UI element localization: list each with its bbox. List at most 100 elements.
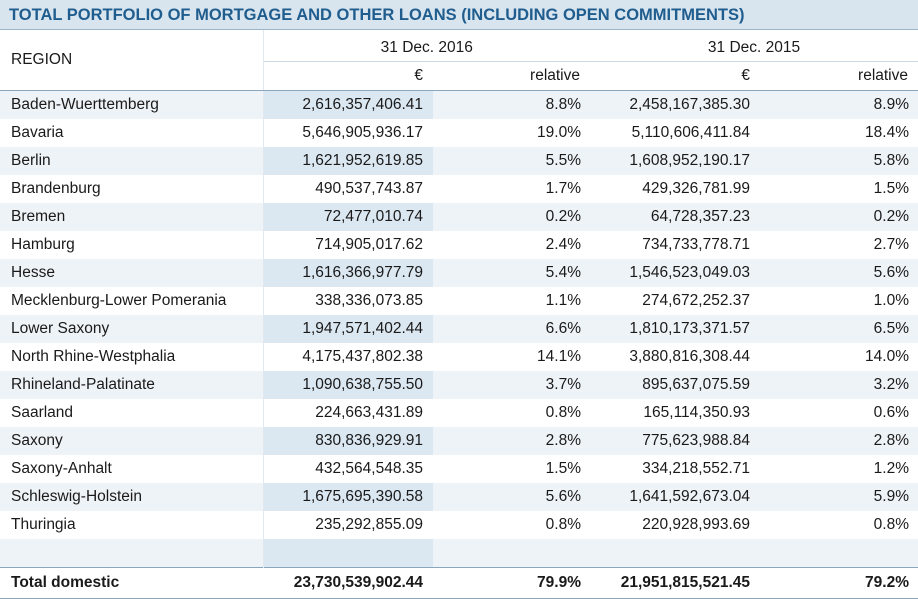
- table-row: Saxony-Anhalt 432,564,548.35 1.5% 334,218,5…: [0, 455, 918, 483]
- cell-relative-2015: 18.4%: [760, 119, 918, 147]
- cell-relative-2016: 5.6%: [433, 483, 590, 511]
- spacer-cell: [433, 539, 590, 568]
- cell-eur-2016: 338,336,073.85: [263, 287, 433, 315]
- table-row: Bavaria 5,646,905,936.17 19.0% 5,110,606,41…: [0, 119, 918, 147]
- cell-eur-2015: 2,458,167,385.30: [590, 91, 760, 120]
- cell-eur-2016: 490,537,743.87: [263, 175, 433, 203]
- spacer-cell: [760, 539, 918, 568]
- cell-relative-2015: 0.2%: [760, 203, 918, 231]
- cell-eur-2015: 3,880,816,308.44: [590, 343, 760, 371]
- cell-region: Thuringia: [0, 511, 263, 539]
- cell-relative-2016: 1.7%: [433, 175, 590, 203]
- cell-region: Bremen: [0, 203, 263, 231]
- table-row: Thuringia 235,292,855.09 0.8% 220,928,993.6…: [0, 511, 918, 539]
- cell-relative-2015: 6.5%: [760, 315, 918, 343]
- cell-eur-2016: 224,663,431.89: [263, 399, 433, 427]
- table-row: Mecklenburg-Lower Pomerania 338,336,073.8…: [0, 287, 918, 315]
- cell-eur-2015: 165,114,350.93: [590, 399, 760, 427]
- cell-relative-2016: 1.1%: [433, 287, 590, 315]
- cell-relative-2015: 14.0%: [760, 343, 918, 371]
- column-header-region: REGION: [0, 30, 263, 91]
- cell-eur-2015: 1,810,173,371.57: [590, 315, 760, 343]
- cell-relative-2015: 0.6%: [760, 399, 918, 427]
- column-header-relative-2016: relative: [433, 62, 590, 91]
- cell-region: North Rhine-Westphalia: [0, 343, 263, 371]
- cell-eur-2016: 72,477,010.74: [263, 203, 433, 231]
- cell-region: Saxony-Anhalt: [0, 455, 263, 483]
- cell-eur-2016: 1,675,695,390.58: [263, 483, 433, 511]
- cell-relative-2015: 1.5%: [760, 175, 918, 203]
- cell-relative-2016: 0.8%: [433, 511, 590, 539]
- cell-region: Bavaria: [0, 119, 263, 147]
- cell-eur-2015: 1,641,592,673.04: [590, 483, 760, 511]
- cell-eur-2015: 64,728,357.23: [590, 203, 760, 231]
- cell-eur-2016: 2,616,357,406.41: [263, 91, 433, 120]
- cell-eur-2016: 830,836,929.91: [263, 427, 433, 455]
- cell-region: Saarland: [0, 399, 263, 427]
- cell-region: Rhineland-Palatinate: [0, 371, 263, 399]
- cell-relative-2016: 2.8%: [433, 427, 590, 455]
- cell-eur-2015: 274,672,252.37: [590, 287, 760, 315]
- cell-relative-2015: 5.9%: [760, 483, 918, 511]
- table-row: Saxony 830,836,929.91 2.8% 775,623,988.84 2.…: [0, 427, 918, 455]
- cell-relative-2016: 5.4%: [433, 259, 590, 287]
- cell-eur-2016: 1,947,571,402.44: [263, 315, 433, 343]
- cell-relative-2016: 0.8%: [433, 399, 590, 427]
- cell-region: Brandenburg: [0, 175, 263, 203]
- cell-relative-2015: 1.2%: [760, 455, 918, 483]
- table-row: Rhineland-Palatinate 1,090,638,755.50 3.7%…: [0, 371, 918, 399]
- cell-eur-2016: 235,292,855.09: [263, 511, 433, 539]
- table-row: Saarland 224,663,431.89 0.8% 165,114,350.93…: [0, 399, 918, 427]
- cell-eur-2015: 5,110,606,411.84: [590, 119, 760, 147]
- cell-relative-2015: 5.8%: [760, 147, 918, 175]
- cell-eur-2016: 1,621,952,619.85: [263, 147, 433, 175]
- cell-eur-2016: 714,905,017.62: [263, 231, 433, 259]
- cell-eur-2015: 775,623,988.84: [590, 427, 760, 455]
- spacer-cell: [590, 539, 760, 568]
- cell-eur-2015: 895,637,075.59: [590, 371, 760, 399]
- cell-region: Berlin: [0, 147, 263, 175]
- cell-relative-2016: 0.2%: [433, 203, 590, 231]
- cell-relative-2015: 1.0%: [760, 287, 918, 315]
- cell-relative-2016: 6.6%: [433, 315, 590, 343]
- cell-relative-2016: 3.7%: [433, 371, 590, 399]
- table-row: Berlin 1,621,952,619.85 5.5% 1,608,952,190.…: [0, 147, 918, 175]
- total-label: Total domestic: [0, 568, 263, 599]
- table-title: TOTAL PORTFOLIO OF MORTGAGE AND OTHER LO…: [0, 0, 918, 30]
- cell-region: Hesse: [0, 259, 263, 287]
- cell-relative-2015: 5.6%: [760, 259, 918, 287]
- column-header-relative-2015: relative: [760, 62, 918, 91]
- total-relative-2016: 79.9%: [433, 568, 590, 599]
- spacer-cell: [0, 539, 263, 568]
- cell-region: Saxony: [0, 427, 263, 455]
- cell-relative-2016: 1.5%: [433, 455, 590, 483]
- table-body: Baden-Wuerttemberg 2,616,357,406.41 8.8% 2,…: [0, 91, 918, 568]
- cell-eur-2016: 5,646,905,936.17: [263, 119, 433, 147]
- cell-eur-2016: 432,564,548.35: [263, 455, 433, 483]
- table-row: Baden-Wuerttemberg 2,616,357,406.41 8.8% 2,…: [0, 91, 918, 120]
- table-row: Hesse 1,616,366,977.79 5.4% 1,546,523,049.0…: [0, 259, 918, 287]
- total-relative-2015: 79.2%: [760, 568, 918, 599]
- cell-eur-2015: 1,608,952,190.17: [590, 147, 760, 175]
- cell-relative-2015: 2.8%: [760, 427, 918, 455]
- table-row: North Rhine-Westphalia 4,175,437,802.38 14…: [0, 343, 918, 371]
- header-row-dates: REGION 31 Dec. 2016 31 Dec. 2015: [0, 30, 918, 62]
- cell-region: Schleswig-Holstein: [0, 483, 263, 511]
- cell-eur-2015: 734,733,778.71: [590, 231, 760, 259]
- table-row: Hamburg 714,905,017.62 2.4% 734,733,778.71 2…: [0, 231, 918, 259]
- table-row: Brandenburg 490,537,743.87 1.7% 429,326,781…: [0, 175, 918, 203]
- column-header-date-2016: 31 Dec. 2016: [263, 30, 590, 62]
- table-row: Lower Saxony 1,947,571,402.44 6.6% 1,810,17…: [0, 315, 918, 343]
- cell-relative-2016: 2.4%: [433, 231, 590, 259]
- column-header-date-2015: 31 Dec. 2015: [590, 30, 918, 62]
- table-row: Bremen 72,477,010.74 0.2% 64,728,357.23 0.2%: [0, 203, 918, 231]
- loan-portfolio-table: REGION 31 Dec. 2016 31 Dec. 2015 € relat…: [0, 30, 918, 599]
- cell-relative-2016: 19.0%: [433, 119, 590, 147]
- cell-region: Lower Saxony: [0, 315, 263, 343]
- cell-region: Mecklenburg-Lower Pomerania: [0, 287, 263, 315]
- table-row: Schleswig-Holstein 1,675,695,390.58 5.6% 1,…: [0, 483, 918, 511]
- spacer-cell: [263, 539, 433, 568]
- cell-region: Baden-Wuerttemberg: [0, 91, 263, 120]
- total-eur-2015: 21,951,815,521.45: [590, 568, 760, 599]
- cell-eur-2016: 1,616,366,977.79: [263, 259, 433, 287]
